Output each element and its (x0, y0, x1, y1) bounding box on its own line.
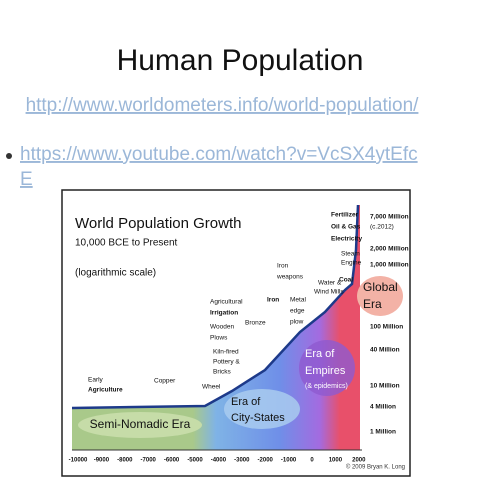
annotation: Bricks (213, 369, 231, 376)
annotation: weapons (276, 274, 304, 281)
population-curve (71, 204, 360, 410)
annotation: edge (290, 308, 305, 315)
annotation: Copper (154, 378, 176, 385)
x-label: -1000 (281, 458, 297, 464)
x-label: 1000 (329, 458, 343, 464)
era-label: Semi-Nomadic Era (90, 417, 191, 431)
link[interactable]: http://www.worldometers.info/world-popul… (26, 95, 420, 116)
annotation: plow (290, 319, 304, 326)
annotation: Wind Mills (314, 289, 344, 296)
annotation: Irrigation (210, 310, 238, 317)
annotation: Iron (267, 297, 279, 304)
x-label: -9000 (94, 458, 110, 464)
right-label: 1 Million (370, 429, 396, 436)
x-label: -6000 (164, 458, 180, 464)
right-label: 40 Million (370, 347, 400, 354)
right-label: (c.2012) (370, 224, 394, 231)
annotation: Early (88, 377, 104, 384)
annotation: Oil & Gas (331, 224, 361, 231)
era-shape (78, 412, 202, 438)
annotation: Engine (341, 260, 362, 267)
era-label: Empires (305, 365, 346, 377)
era-label: (& epidemics) (305, 383, 348, 390)
link[interactable]: E (20, 169, 33, 190)
figure-title: World Population Growth (75, 215, 241, 232)
x-label: 2000 (352, 458, 366, 464)
annotation: Electricity (331, 236, 362, 243)
figure-note: (logarithmic scale) (75, 268, 156, 279)
era-label: Era (363, 297, 382, 311)
slide-title: Human Population (117, 44, 364, 77)
x-label: -4000 (211, 458, 227, 464)
annotation: Wooden (210, 324, 234, 331)
annotation: Kiln-fired (213, 349, 239, 356)
x-label: -2000 (258, 458, 274, 464)
credit: © 2009 Bryan K. Long (346, 464, 405, 471)
x-label: -8000 (117, 458, 133, 464)
x-label: -7000 (141, 458, 157, 464)
era-shape (357, 276, 403, 316)
annotation: Plows (210, 335, 228, 342)
x-label: -3000 (234, 458, 250, 464)
era-shape (299, 340, 355, 396)
annotation: Agricultural (210, 299, 243, 306)
era-label: Global (363, 280, 398, 294)
annotation: Pottery & (213, 359, 240, 366)
annotation: Metal (290, 297, 306, 304)
annotation: Coal (339, 277, 353, 284)
right-label: 4 Million (370, 404, 396, 411)
population-area (72, 205, 360, 450)
right-label: 2,000 Million (370, 246, 409, 253)
x-label: -5000 (187, 458, 203, 464)
annotation: Iron (277, 263, 289, 270)
annotation: Steam (341, 251, 360, 258)
right-label: 10 Million (370, 383, 400, 390)
x-label: -10000 (69, 458, 88, 464)
right-label: 7,000 Million (370, 214, 409, 221)
annotation: Water & (318, 280, 342, 287)
right-label: 100 Million (370, 324, 403, 331)
era-label: City-States (231, 412, 285, 424)
bullet (6, 153, 12, 159)
era-label: Era of (231, 396, 261, 408)
era-label: Era of (305, 348, 335, 360)
link[interactable]: https://www.youtube.com/watch?v=VcSX4ytE… (20, 144, 418, 165)
right-label: 1,000 Million (370, 262, 409, 269)
annotation: Wheel (202, 384, 221, 391)
annotation: Agriculture (88, 387, 123, 394)
x-label: 0 (310, 458, 314, 464)
figure-subtitle: 10,000 BCE to Present (75, 238, 178, 249)
annotation: Bronze (245, 320, 266, 327)
era-shape (224, 389, 300, 429)
annotation: Fertilizer (331, 212, 359, 219)
